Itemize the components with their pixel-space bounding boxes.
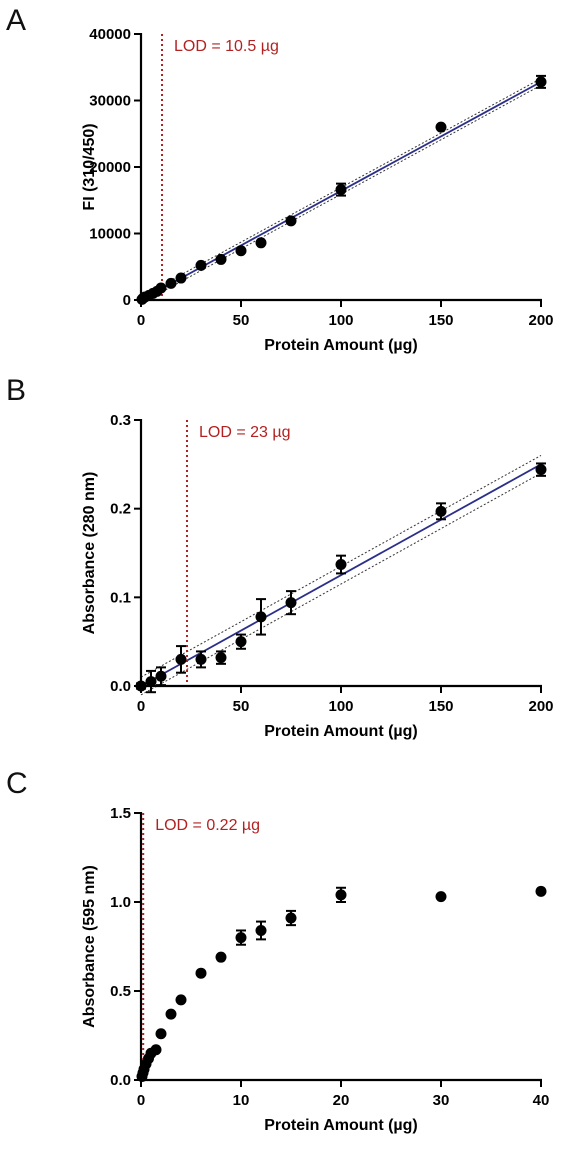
y-tick-label: 40000 <box>89 26 131 43</box>
data-point <box>435 505 447 517</box>
data-point <box>155 1028 167 1040</box>
confidence-band-lower <box>140 472 542 696</box>
panel-b: B LOD = 23 µg 0.0 0.1 0.2 0.3 0 50 100 150 200 Prot… <box>6 374 554 740</box>
data-point <box>535 885 547 897</box>
x-axis-title: Protein Amount (µg) <box>264 723 418 740</box>
x-tick-label: 150 <box>428 312 453 329</box>
data-point <box>285 597 297 609</box>
data-point <box>255 611 267 623</box>
data-point <box>255 924 267 936</box>
x-tick-label: 150 <box>428 698 453 715</box>
y-axis-title: FI (310/450) <box>81 123 98 210</box>
y-tick-label: 1.0 <box>110 894 131 911</box>
x-tick-label: 30 <box>433 1092 450 1109</box>
data-point <box>175 653 187 665</box>
data-point <box>195 653 207 665</box>
x-tick-label: 200 <box>528 312 553 329</box>
data-point <box>285 215 297 227</box>
y-tick-label: 0.5 <box>110 983 131 1000</box>
y-tick-label: 20000 <box>89 159 131 176</box>
data-point <box>215 253 227 265</box>
data-point <box>255 237 267 249</box>
data-point <box>155 282 167 294</box>
data-point <box>235 932 247 944</box>
x-tick-label: 100 <box>328 698 353 715</box>
data-point <box>165 1008 177 1020</box>
data-point <box>150 1044 162 1056</box>
y-tick-label: 10000 <box>89 226 131 243</box>
lod-label: LOD = 10.5 µg <box>174 38 279 55</box>
y-tick-label: 0 <box>123 292 131 309</box>
x-tick-label: 20 <box>333 1092 350 1109</box>
panel-letter: A <box>6 4 26 37</box>
x-tick-label: 0 <box>137 1092 145 1109</box>
data-point <box>235 245 247 257</box>
x-tick-label: 50 <box>233 698 250 715</box>
regression-line <box>140 463 542 687</box>
x-axis-title: Protein Amount (µg) <box>264 337 418 354</box>
data-point <box>215 652 227 664</box>
data-point <box>195 967 207 979</box>
data-point <box>535 76 547 88</box>
data-point <box>235 636 247 648</box>
y-tick-label: 30000 <box>89 93 131 110</box>
y-tick-label: 1.5 <box>110 805 131 822</box>
data-point <box>335 889 347 901</box>
x-tick-label: 10 <box>233 1092 250 1109</box>
data-point <box>175 272 187 284</box>
data-point <box>285 912 297 924</box>
data-point <box>195 259 207 271</box>
x-tick-label: 50 <box>233 312 250 329</box>
y-axis-title: Absorbance (595 nm) <box>81 865 98 1028</box>
data-point <box>535 464 547 476</box>
data-point <box>335 559 347 571</box>
y-tick-label: 0.0 <box>110 678 131 695</box>
x-tick-label: 0 <box>137 312 145 329</box>
x-tick-label: 0 <box>137 698 145 715</box>
y-tick-label: 0.2 <box>110 501 131 518</box>
data-point <box>215 951 227 963</box>
data-point <box>165 277 177 289</box>
panel-letter: B <box>6 374 26 407</box>
data-point <box>335 184 347 196</box>
lod-label: LOD = 0.22 µg <box>155 817 260 834</box>
panel-c: C LOD = 0.22 µg 0.0 0.5 1.0 1.5 0 10 20 30 40 Prote… <box>6 767 549 1134</box>
y-tick-label: 0.3 <box>110 412 131 429</box>
x-tick-label: 40 <box>533 1092 550 1109</box>
y-tick-label: 0.1 <box>110 589 131 606</box>
panel-a: A LOD = 10.5 µg 0 10000 20000 30000 40000 0 50 10… <box>6 4 554 354</box>
data-point <box>145 676 157 688</box>
data-point <box>175 994 187 1006</box>
x-axis-title: Protein Amount (µg) <box>264 1117 418 1134</box>
y-tick-label: 0.0 <box>110 1072 131 1089</box>
x-tick-label: 100 <box>328 312 353 329</box>
panel-letter: C <box>6 767 28 800</box>
data-point <box>155 670 167 682</box>
y-axis-title: Absorbance (280 nm) <box>81 472 98 635</box>
data-point <box>135 680 147 692</box>
lod-label: LOD = 23 µg <box>199 424 291 441</box>
x-tick-label: 200 <box>528 698 553 715</box>
data-point <box>435 121 447 133</box>
data-point <box>435 891 447 903</box>
